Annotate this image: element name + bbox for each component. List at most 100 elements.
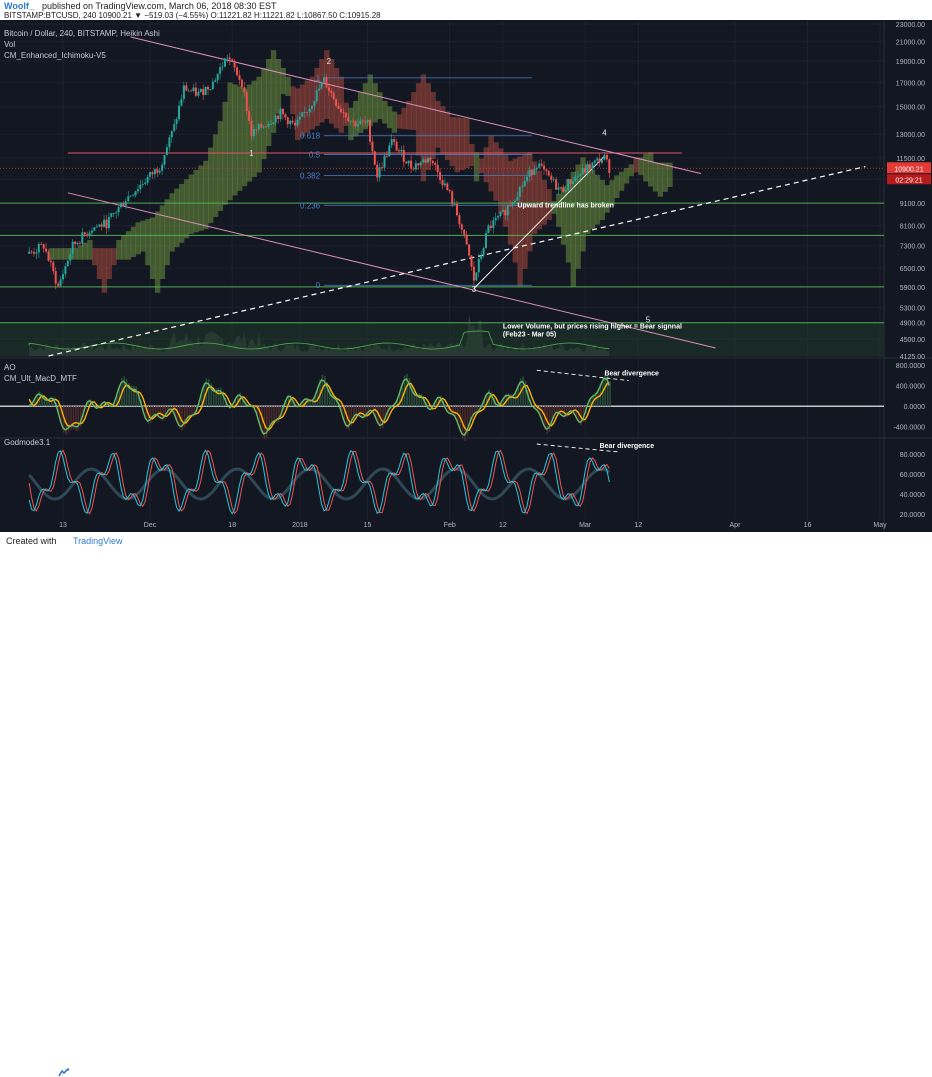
candle-body <box>130 196 132 197</box>
candle-body <box>400 150 402 151</box>
candle-body <box>485 233 487 248</box>
x-tick-label: Dec <box>144 522 157 529</box>
candle-body <box>328 87 330 90</box>
cloud-segment <box>406 101 411 130</box>
candle-body <box>587 165 589 173</box>
candle-body <box>449 190 451 191</box>
candle-body <box>294 123 296 126</box>
cloud-segment <box>416 83 421 155</box>
candle-body <box>219 67 221 73</box>
candle-body <box>374 151 376 164</box>
candle-body <box>340 109 342 112</box>
candle-body <box>541 164 543 166</box>
candle-body <box>299 117 301 120</box>
candle-body <box>362 121 364 122</box>
candle-body <box>79 243 81 244</box>
chart-background <box>0 20 932 532</box>
candle-body <box>355 121 357 126</box>
candle-body <box>342 112 344 113</box>
y-tick-label: 21000.00 <box>896 40 925 47</box>
candle-body <box>125 201 127 205</box>
candle-body <box>159 171 161 173</box>
cloud-segment <box>648 152 653 186</box>
candle-body <box>144 183 146 184</box>
candle-body <box>236 68 238 76</box>
candle-body <box>313 101 315 106</box>
cloud-segment <box>82 243 87 260</box>
cloud-segment <box>111 248 116 265</box>
candle-body <box>512 202 514 206</box>
candle-body <box>574 177 576 182</box>
cloud-segment <box>382 101 387 124</box>
candle-body <box>545 169 547 171</box>
cloud-segment <box>590 170 595 230</box>
ao-tick-label: 800.0000 <box>896 363 925 370</box>
candle-body <box>444 184 446 186</box>
candle-body <box>81 232 83 243</box>
candle-body <box>246 92 248 111</box>
y-tick-label: 19000.00 <box>896 59 925 66</box>
candle-body <box>514 201 516 203</box>
cloud-segment <box>464 118 469 168</box>
candle-body <box>190 91 192 92</box>
cloud-segment <box>218 121 223 211</box>
cloud-segment <box>595 175 600 225</box>
candle-body <box>188 91 190 92</box>
candle-body <box>31 252 33 253</box>
candle-body <box>594 160 596 162</box>
cloud-segment <box>136 222 141 254</box>
candle-body <box>234 61 236 68</box>
cloud-segment <box>387 106 392 128</box>
ao-legend: AO <box>4 363 16 372</box>
cloud-segment <box>281 68 286 94</box>
cloud-segment <box>92 248 97 265</box>
candle-body <box>396 142 398 151</box>
candle-body <box>454 204 456 205</box>
candle-body <box>38 244 40 252</box>
candle-body <box>323 77 325 82</box>
candle-body <box>434 163 436 165</box>
cloud-segment <box>411 92 416 130</box>
cloud-segment <box>372 83 377 122</box>
candle-body <box>335 99 337 106</box>
cloud-segment <box>368 74 373 126</box>
godmode-tick-label: 40.0000 <box>900 492 925 499</box>
cloud-segment <box>392 112 397 133</box>
fib-level-label: 0.382 <box>300 171 321 180</box>
cloud-segment <box>165 199 170 265</box>
candle-body <box>446 184 448 191</box>
x-tick-label: 16 <box>804 522 812 529</box>
candle-body <box>268 124 270 127</box>
candle-body <box>466 235 468 245</box>
x-tick-label: Apr <box>730 522 742 529</box>
candle-body <box>490 226 492 228</box>
candle-body <box>483 248 485 255</box>
cloud-segment <box>208 148 213 224</box>
candle-body <box>171 131 173 137</box>
candle-body <box>178 106 180 120</box>
candle-body <box>48 252 50 261</box>
cloud-segment <box>189 175 194 234</box>
tradingview-brand[interactable]: TradingView <box>73 536 123 546</box>
candle-body <box>338 106 340 109</box>
ao-tick-label: 0.0000 <box>904 404 926 411</box>
candle-body <box>135 191 137 195</box>
cloud-segment <box>174 189 179 248</box>
candle-body <box>579 174 581 176</box>
cloud-segment <box>131 227 136 257</box>
candle-body <box>284 114 286 117</box>
candle-body <box>422 159 424 162</box>
x-tick-label: 12 <box>499 522 507 529</box>
ichimoku-legend: CM_Enhanced_Ichimoku-V5 <box>4 51 106 60</box>
cloud-segment <box>169 193 174 251</box>
cloud-segment <box>556 194 561 227</box>
candle-body <box>253 129 255 136</box>
candle-body <box>200 89 202 92</box>
candle-body <box>318 89 320 91</box>
candle-body <box>277 116 279 119</box>
cloud-segment <box>435 101 440 148</box>
y-tick-label: 11500.00 <box>896 156 925 163</box>
candle-body <box>555 179 557 189</box>
candle-body <box>28 252 30 254</box>
